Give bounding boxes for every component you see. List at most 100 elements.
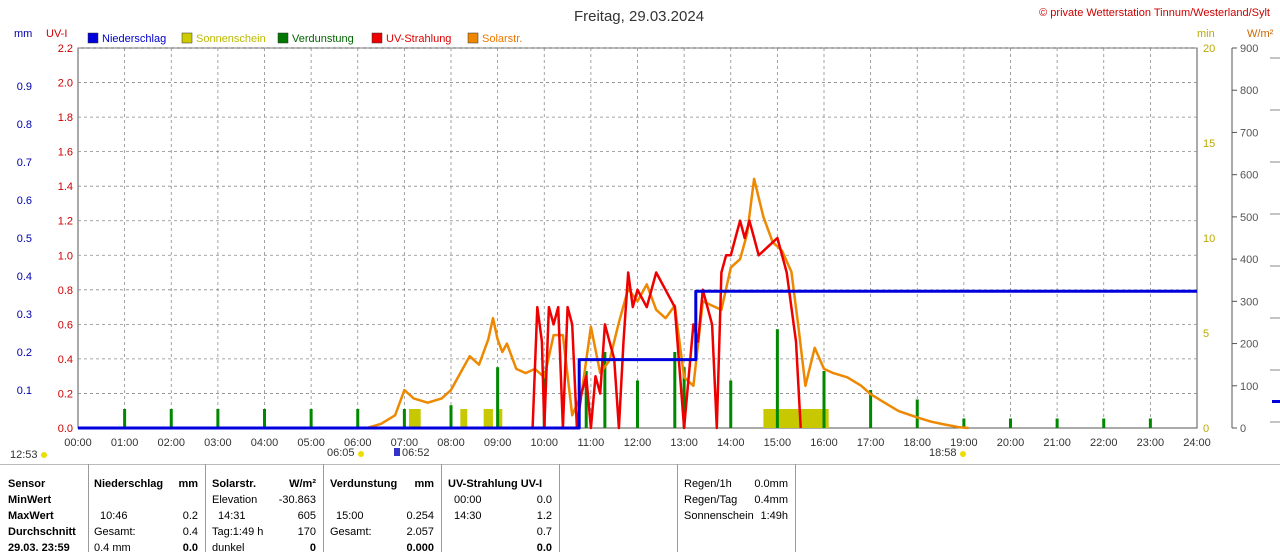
timestamp-label: 29.03. 23:59 <box>8 542 70 554</box>
uv-tick-label: 0.8 <box>58 285 73 297</box>
evaporation-bar <box>1009 418 1012 428</box>
uv-tick-label: 1.4 <box>58 181 73 193</box>
evaporation-bar <box>1148 418 1152 428</box>
solar-current-value: 0 <box>309 542 316 554</box>
legend-swatch-0 <box>87 32 99 44</box>
wm2-tick-label: 800 <box>1240 85 1258 97</box>
verdunstung-title: Verdunstung <box>330 478 398 490</box>
uv-tick-label: 0.4 <box>58 354 73 366</box>
sunset-label: 18:58 <box>929 447 957 459</box>
x-tick-label: 15:00 <box>764 437 792 449</box>
mm-tick-label: 0.9 <box>17 81 32 93</box>
evaporation-bar <box>682 367 686 428</box>
x-tick-label: 17:00 <box>857 437 885 449</box>
edge-marker <box>1272 400 1280 403</box>
evaporation-bars <box>123 329 1152 428</box>
sun-markers: 12:53 06:05 06:52 18:58 <box>10 57 1280 461</box>
solar-avg-value: 170 <box>297 526 316 538</box>
sensor-column: Sensor MinWert MaxWert Durchschnitt 29.0… <box>8 476 76 556</box>
sunshine-bar <box>483 409 493 428</box>
solar-elevation-label: Elevation <box>212 494 258 506</box>
evaporation-bar <box>869 390 873 428</box>
uv-tick-label: 1.8 <box>58 112 73 124</box>
wm2-axis-title: W/m² <box>1247 28 1274 40</box>
x-tick-label: 09:00 <box>484 437 512 449</box>
uv-tick-label: 1.6 <box>58 147 73 159</box>
x-tick-label: 24:00 <box>1183 437 1211 449</box>
solar-column: Solarstr. W/m² Elevation -30.863 14:31 605 … <box>212 476 318 556</box>
verdunstung-max-label: 15:00 <box>336 510 364 522</box>
x-tick-label: 08:00 <box>437 437 465 449</box>
min-tick-label: 10 <box>1203 233 1215 245</box>
min-tick-label: 0 <box>1203 423 1209 435</box>
sunshine-bar <box>497 409 503 428</box>
uv-current-value: 0.0 <box>536 542 552 554</box>
uv-tick-label: 2.0 <box>58 78 73 90</box>
sunshine-bar <box>763 409 829 428</box>
wm2-tick-label: 700 <box>1240 127 1258 139</box>
x-tick-label: 21:00 <box>1043 437 1071 449</box>
niederschlag-day-value: 0.0 <box>182 542 198 554</box>
evaporation-bar <box>496 367 500 428</box>
x-tick-label: 16:00 <box>810 437 838 449</box>
sunshine-value: 1:49h <box>760 510 788 522</box>
uv-max-label: 14:30 <box>454 510 482 522</box>
uv-tick-label: 2.2 <box>58 43 73 55</box>
x-tick-label: 01:00 <box>111 437 139 449</box>
evaporation-bar <box>402 409 406 428</box>
x-tick-label: 20:00 <box>997 437 1025 449</box>
x-tick-label: 04:00 <box>251 437 279 449</box>
wm2-tick-label: 0 <box>1240 423 1246 435</box>
uv-tick-label: 1.2 <box>58 216 73 228</box>
uv-title: UV-Strahlung UV-I <box>448 478 543 490</box>
mm-tick-label: 0.4 <box>17 271 32 283</box>
evaporation-bar <box>822 371 826 428</box>
niederschlag-total-value: 0.4 <box>182 526 198 538</box>
wm2-tick-label: 200 <box>1240 339 1258 351</box>
uv-tick-label: 0.0 <box>58 423 73 435</box>
x-tick-label: 14:00 <box>717 437 745 449</box>
min-tick-label: 15 <box>1203 138 1215 150</box>
sunrise-label: 06:05 <box>327 447 355 459</box>
rain-hour-label: Regen/1h <box>684 478 732 490</box>
mm-tick-label: 0.5 <box>17 233 32 245</box>
summary-column: Regen/1h 0.0mm Regen/Tag 0.4mm Sonnenschei… <box>684 476 790 524</box>
x-tick-label: 22:00 <box>1090 437 1118 449</box>
legend-label-2: Verdunstung <box>292 33 354 45</box>
niederschlag-unit: mm <box>178 478 198 490</box>
x-tick-label: 12:00 <box>624 437 652 449</box>
uv-min-label: 00:00 <box>454 494 482 506</box>
solar-day-label: Tag:1:49 h <box>212 526 264 538</box>
solar-max-label: 14:31 <box>218 510 246 522</box>
evaporation-bar <box>169 409 173 428</box>
evaporation-bar <box>584 371 588 428</box>
chart-legend: Niederschlag Sonnenschein Verdunstung UV-St… <box>87 32 522 45</box>
uv-tick-label: 0.2 <box>58 388 73 400</box>
legend-swatch-3 <box>371 32 383 44</box>
mm-axis-title: mm <box>14 28 32 40</box>
evaporation-bar <box>449 405 453 428</box>
x-tick-label: 23:00 <box>1137 437 1165 449</box>
solar-title: Solarstr. <box>212 478 257 490</box>
mm-tick-label: 0.1 <box>17 385 32 397</box>
civil-start-label: 06:52 <box>402 447 430 459</box>
x-tick-label: 06:00 <box>344 437 372 449</box>
wm2-tick-label: 600 <box>1240 170 1258 182</box>
mm-tick-label: 0.2 <box>17 347 32 359</box>
rain-day-label: Regen/Tag <box>684 494 738 506</box>
chart-title: Freitag, 29.03.2024 <box>574 8 704 25</box>
uv-column: UV-Strahlung UV-I 00:00 0.0 14:30 1.2 0.7 … <box>448 476 554 556</box>
legend-label-3: UV-Strahlung <box>386 33 451 45</box>
evaporation-bar <box>216 409 220 428</box>
evaporation-bar <box>1102 418 1106 428</box>
sensor-header: Sensor <box>8 478 46 490</box>
mm-tick-label: 0.3 <box>17 309 32 321</box>
chart-axes: 0.1 0.2 0.3 0.4 0.5 0.6 0.7 0.8 0.9 0.0 0.2 0.4 0.6 0… <box>17 43 1259 449</box>
x-tick-label: 07:00 <box>391 437 419 449</box>
evaporation-bar <box>263 409 266 428</box>
niederschlag-day-label: 0.4 mm <box>94 542 131 554</box>
x-tick-label: 10:00 <box>530 437 558 449</box>
durchschnitt-label: Durchschnitt <box>8 526 76 538</box>
legend-swatch-4 <box>467 32 479 44</box>
evaporation-bar <box>673 352 677 428</box>
